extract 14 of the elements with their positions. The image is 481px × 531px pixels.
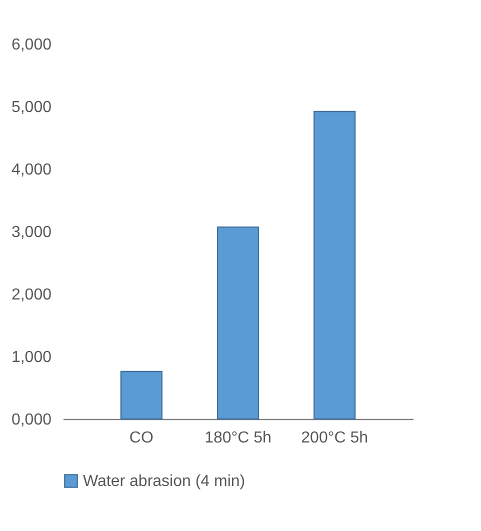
x-tick-label: 180°C 5h xyxy=(204,430,272,446)
x-tick-label: 200°C 5h xyxy=(301,430,368,446)
y-tick-label: 2,000 xyxy=(11,286,52,304)
y-tick-label: 4,000 xyxy=(11,162,52,178)
x-tick-label: CO xyxy=(129,430,154,446)
y-tick-label: 1,000 xyxy=(11,349,52,366)
bar xyxy=(314,110,356,420)
y-tick-label: 6,000 xyxy=(11,36,52,54)
bar xyxy=(120,370,162,420)
bar xyxy=(216,226,260,420)
legend-label: Water abrasion (4 min) xyxy=(83,473,246,490)
y-tick-label: 5,000 xyxy=(11,99,52,116)
y-tick-label: 3,000 xyxy=(11,224,52,241)
y-tick-label: 0,000 xyxy=(11,412,52,428)
